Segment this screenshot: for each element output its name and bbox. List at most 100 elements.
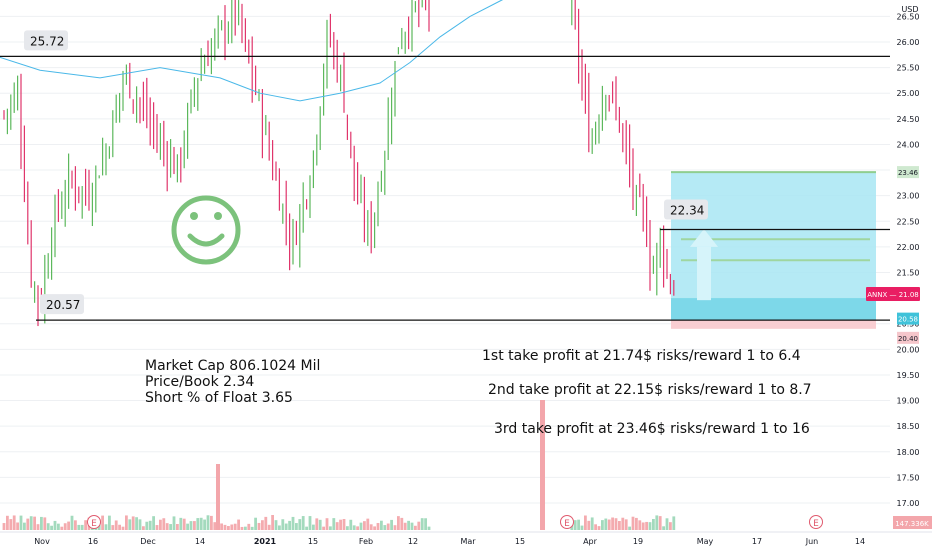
volume-bar [342, 519, 346, 530]
volume-bar [247, 523, 251, 530]
volume-bar [393, 525, 397, 530]
volume-bar [611, 517, 614, 530]
stop-zone [671, 319, 876, 329]
volume-bar [84, 520, 87, 530]
volume-bar [322, 526, 325, 530]
volume-bar [223, 524, 227, 530]
time-axis[interactable]: Nov 16 Dec 14 2021 15 Feb 12 Mar 15 Apr 19 May 17 Jun 1… [0, 531, 932, 546]
volume-bar [291, 516, 295, 530]
volume-bar [658, 516, 662, 530]
volume-bar [74, 520, 77, 530]
volume-bar [295, 523, 298, 530]
earnings-marker-label: E [813, 519, 819, 529]
volume-bar [152, 516, 155, 530]
time-tick-label: 12 [408, 537, 418, 546]
volume-bar [206, 515, 210, 530]
volume-bar [114, 520, 118, 530]
volume-bar [628, 526, 631, 530]
volume-bar [376, 523, 380, 530]
volume-bar [648, 522, 652, 530]
volume-bar [169, 524, 172, 530]
price-tick-label: 22.00 [897, 243, 920, 252]
volume-bar [403, 522, 407, 530]
volume-bar [6, 515, 9, 530]
volume-bar [186, 523, 189, 530]
volume-bar [407, 520, 410, 530]
volume-bar [665, 518, 669, 530]
price-tick-label: 26.50 [897, 12, 920, 21]
volume-bar [373, 526, 376, 530]
volume-bar [271, 515, 274, 530]
volume-bar [240, 526, 244, 530]
volume-bar [369, 524, 373, 530]
volume-bar [335, 522, 339, 530]
smiley-right-eye [214, 212, 222, 220]
volume-bars [2, 400, 676, 530]
volume-bar [349, 519, 353, 530]
level-label-box [24, 30, 68, 51]
price-book-note: Price/Book 2.34 [145, 374, 255, 390]
volume-bar [216, 464, 220, 530]
volume-bar [400, 517, 404, 530]
volume-bar [16, 522, 19, 530]
volume-bar [23, 522, 26, 530]
time-tick-label: May [697, 537, 714, 546]
volume-bar [278, 525, 281, 530]
target-price-tag-label: 23.46 [898, 169, 919, 177]
volume-bar [641, 522, 645, 530]
volume-bar [128, 519, 132, 530]
volume-tag [893, 516, 932, 529]
volume-bar [386, 523, 390, 530]
volume-bar [397, 516, 400, 530]
volume-bar [36, 524, 40, 530]
up-arrow-icon [690, 228, 718, 247]
volume-bar [189, 521, 193, 530]
volume-bar [159, 519, 162, 530]
volume-bar [614, 518, 618, 530]
level-label-box [664, 199, 708, 220]
smiley-outline [171, 195, 241, 265]
volume-bar [80, 524, 84, 530]
volume-bar [26, 518, 30, 530]
volume-bar [43, 517, 47, 530]
price-tick-label: 23.00 [897, 192, 920, 201]
level-label: 20.57 [46, 298, 80, 312]
volume-bar [672, 516, 676, 530]
candlestick-series [3, 0, 675, 327]
volume-bar [70, 515, 74, 530]
volume-bar [148, 520, 152, 530]
volume-bar [655, 515, 659, 530]
volume-bar [638, 520, 642, 530]
volume-bar [12, 515, 16, 530]
volume-bar [111, 525, 115, 530]
time-tick-label: Apr [583, 537, 598, 546]
volume-bar [162, 518, 166, 530]
time-tick-label: Jun [805, 537, 819, 546]
volume-bar [288, 520, 291, 530]
volume-bar [318, 519, 322, 530]
volume-bar [601, 520, 604, 530]
level-label: 25.72 [30, 34, 64, 48]
volume-bar [125, 515, 128, 530]
price-axis[interactable]: USD26.5026.0025.5025.0024.5024.0023.5023… [866, 0, 932, 550]
volume-bar [261, 520, 264, 530]
volume-bar [250, 526, 254, 530]
volume-bar [414, 525, 417, 530]
volume-bar [203, 519, 206, 530]
stop-price-tag [897, 331, 919, 344]
volume-bar [254, 517, 257, 530]
volume-bar [363, 521, 366, 530]
price-tick-label: 18.50 [897, 422, 920, 431]
entry-price-tag-label: 20.58 [898, 316, 918, 324]
volume-bar [339, 519, 342, 530]
volume-bar [244, 526, 247, 530]
volume-bar [19, 515, 23, 530]
price-tick-label: 21.50 [897, 269, 920, 278]
volume-bar [298, 519, 302, 530]
position-zones [671, 171, 876, 329]
volume-bar [138, 519, 142, 530]
volume-bar [213, 522, 217, 530]
volume-bar [67, 521, 70, 530]
